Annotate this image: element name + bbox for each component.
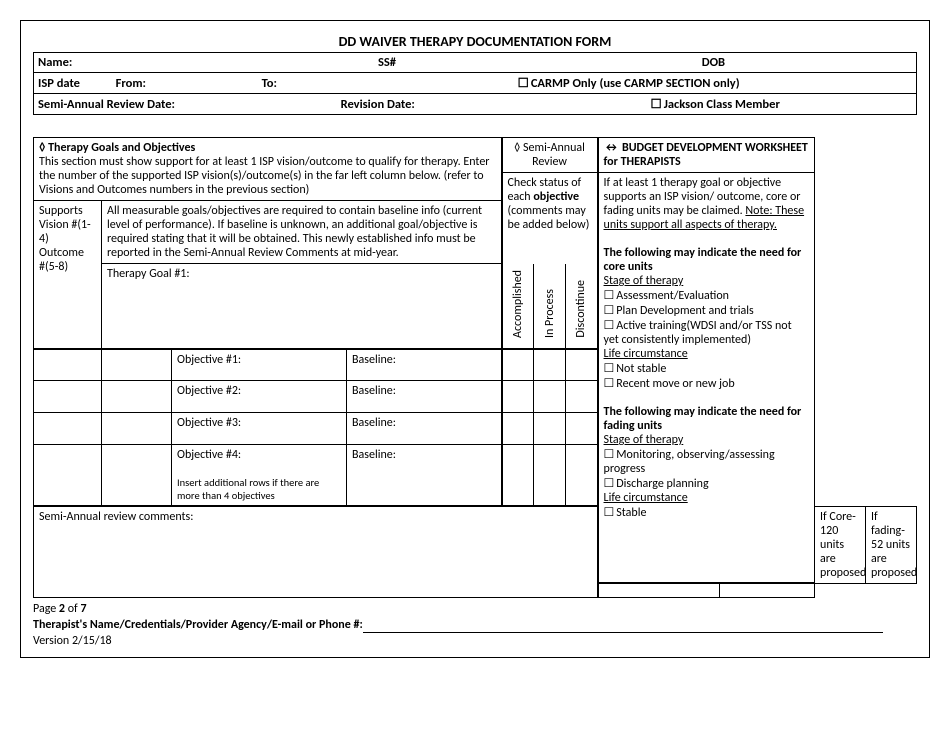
insert-rows-note: Insert additional rows if there are more…: [177, 476, 341, 502]
obj3-accomplished[interactable]: [502, 413, 534, 445]
core-stage-item-3[interactable]: Active training(WDSI and/or TSS not yet …: [604, 318, 810, 347]
obj1-inprocess[interactable]: [534, 349, 566, 381]
page-number: Page 2 of 7: [33, 601, 917, 617]
isp-date-label: ISP date: [38, 76, 80, 91]
carmp-note: (use CARMP SECTION only): [599, 76, 739, 91]
main-table: ◊ Therapy Goals and Objectives This sect…: [33, 137, 917, 598]
core-life-item-1[interactable]: Not stable: [604, 361, 810, 376]
goals-heading: ◊ Therapy Goals and Objectives: [39, 141, 496, 155]
dob-label: DOB: [702, 55, 725, 70]
budget-body-cell: If at least 1 therapy goal or objective …: [598, 173, 815, 584]
discontinue-header: Discontinue: [566, 264, 598, 349]
version-label: Version 2/15/18: [33, 633, 917, 649]
inprocess-header: In Process: [534, 264, 566, 349]
obj4-baseline[interactable]: Baseline:: [347, 445, 502, 507]
obj2-label[interactable]: Objective #2:: [172, 381, 347, 413]
form-page: DD WAIVER THERAPY DOCUMENTATION FORM Nam…: [20, 20, 930, 658]
check-status-tail: (comments may be added below): [508, 204, 590, 232]
core-stage-item-2[interactable]: Plan Development and trials: [604, 303, 810, 318]
obj4-cell[interactable]: Objective #4: Insert additional rows if …: [172, 445, 347, 507]
header-table: Name: SS# DOB ISP date From: To: CARMP O…: [33, 52, 917, 115]
obj3-discontinue[interactable]: [566, 413, 598, 445]
core-units-cell: If Core-120 units are proposed: [815, 506, 866, 583]
stage-label-2: Stage of therapy: [604, 433, 810, 447]
header-name-row: Name: SS# DOB: [34, 53, 917, 73]
core-heading: The following may indicate the need for …: [604, 246, 810, 274]
life-label-1: Life circumstance: [604, 347, 810, 361]
carmp-checkbox[interactable]: CARMP Only: [518, 76, 600, 91]
fading-stage-item-1[interactable]: Monitoring, observing/assessing progress: [604, 447, 810, 476]
fading-units-value[interactable]: [720, 583, 815, 597]
fading-heading: The following may indicate the need for …: [604, 405, 810, 433]
objective-word: objective: [533, 190, 579, 204]
obj4-accomplished[interactable]: [502, 445, 534, 507]
therapy-goal-cell[interactable]: Therapy Goal #1:: [102, 264, 502, 349]
to-label: To:: [262, 76, 277, 91]
core-life-item-2[interactable]: Recent move or new job: [604, 376, 810, 391]
semi-comments-cell[interactable]: Semi-Annual review comments:: [34, 506, 598, 597]
revision-label: Revision Date:: [341, 97, 415, 112]
header-review-row: Semi-Annual Review Date: Revision Date: …: [34, 94, 917, 115]
core-units-value[interactable]: [598, 583, 720, 597]
goals-intro: This section must show support for at le…: [39, 155, 496, 197]
obj4-inprocess[interactable]: [534, 445, 566, 507]
semi-annual-label: Semi-Annual Review Date:: [38, 97, 175, 112]
baseline-para-cell: All measurable goals/objectives are requ…: [102, 201, 502, 264]
goals-header-cell: ◊ Therapy Goals and Objectives This sect…: [34, 138, 502, 201]
name-label: Name:: [38, 55, 72, 70]
core-stage-item-1[interactable]: Assessment/Evaluation: [604, 288, 810, 303]
obj1-discontinue[interactable]: [566, 349, 598, 381]
stage-label-1: Stage of therapy: [604, 274, 810, 288]
header-isp-row: ISP date From: To: CARMP Only (use CARMP…: [34, 73, 917, 94]
footer: Page 2 of 7 Therapist's Name/Credentials…: [33, 601, 917, 650]
budget-heading: ↔ BUDGET DEVELOPMENT WORKSHEET for THERA…: [598, 138, 815, 173]
obj4-discontinue[interactable]: [566, 445, 598, 507]
obj1-baseline[interactable]: Baseline:: [347, 349, 502, 381]
obj1-accomplished[interactable]: [502, 349, 534, 381]
accomplished-header: Accomplished: [502, 264, 534, 349]
obj4-label: Objective #4:: [177, 448, 241, 462]
obj2-accomplished[interactable]: [502, 381, 534, 413]
obj2-baseline[interactable]: Baseline:: [347, 381, 502, 413]
obj3-baseline[interactable]: Baseline:: [347, 413, 502, 445]
form-title: DD WAIVER THERAPY DOCUMENTATION FORM: [33, 31, 917, 52]
fading-units-cell: If fading-52 units are proposed: [866, 506, 917, 583]
life-label-2: Life circumstance: [604, 491, 810, 505]
supports-cell: Supports Vision #(1-4) Outcome #(5-8): [34, 201, 102, 349]
check-status-cell: Check status of each objective (comments…: [502, 173, 598, 264]
therapist-line: Therapist's Name/Credentials/Provider Ag…: [33, 617, 917, 633]
fading-stage-item-2[interactable]: Discharge planning: [604, 476, 810, 491]
obj3-inprocess[interactable]: [534, 413, 566, 445]
fading-life-item-1[interactable]: Stable: [604, 505, 810, 520]
obj2-discontinue[interactable]: [566, 381, 598, 413]
obj3-label[interactable]: Objective #3:: [172, 413, 347, 445]
jackson-checkbox[interactable]: Jackson Class Member: [651, 97, 780, 112]
semi-review-heading: ◊ Semi-Annual Review: [502, 138, 598, 173]
obj2-inprocess[interactable]: [534, 381, 566, 413]
from-label: From:: [116, 76, 146, 91]
ss-label: SS#: [378, 55, 396, 70]
obj1-label[interactable]: Objective #1:: [172, 349, 347, 381]
